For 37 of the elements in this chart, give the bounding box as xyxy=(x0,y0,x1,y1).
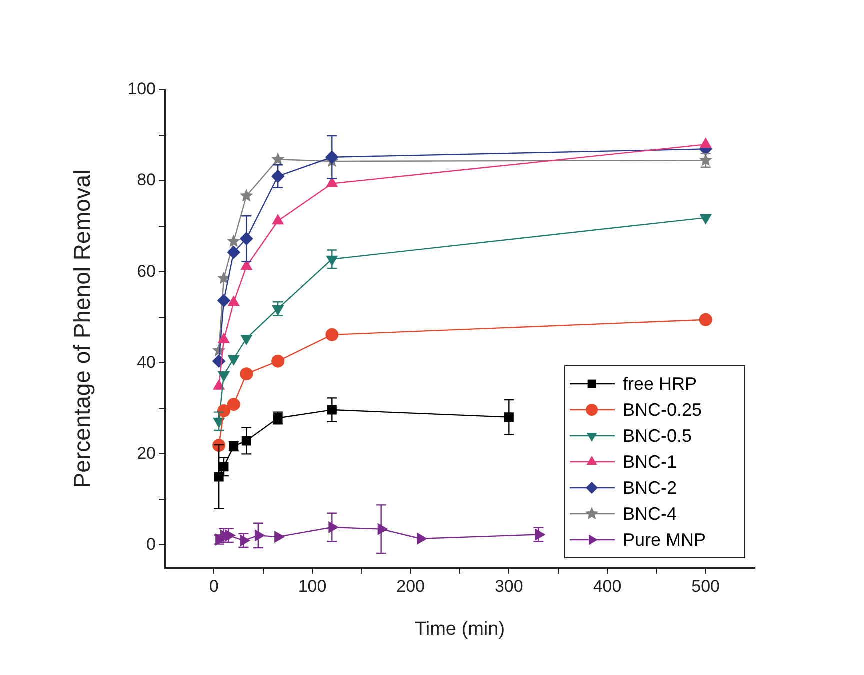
legend-label: BNC-4 xyxy=(623,504,678,524)
x-tick-label: 0 xyxy=(209,576,219,596)
point xyxy=(326,328,339,342)
y-tick-label: 20 xyxy=(137,444,156,463)
point xyxy=(213,380,225,390)
point xyxy=(272,214,284,225)
legend-label: BNC-0.25 xyxy=(623,400,702,420)
y-tick-label: 100 xyxy=(128,80,156,99)
x-tick-label: 300 xyxy=(494,576,524,596)
legend-label: BNC-0.5 xyxy=(623,426,692,446)
point xyxy=(240,260,252,270)
legend-label: free HRP xyxy=(623,374,698,394)
point xyxy=(240,368,254,381)
point xyxy=(700,138,712,148)
legend-label: BNC-1 xyxy=(623,452,678,472)
point xyxy=(218,333,230,344)
x-tick-label: 500 xyxy=(692,576,720,596)
point xyxy=(242,436,252,446)
x-tick-label: 200 xyxy=(396,576,426,596)
y-tick-label: 80 xyxy=(137,170,156,190)
point xyxy=(699,313,712,326)
legend-label: Pure MNP xyxy=(623,530,706,550)
point xyxy=(326,177,338,188)
y-tick-label: 0 xyxy=(146,534,156,554)
y-axis-title: Percentage of Phenol Removal xyxy=(69,170,96,488)
point xyxy=(272,354,285,368)
x-axis-title: Time (min) xyxy=(414,618,506,640)
point xyxy=(228,296,240,306)
x-tick-label: 100 xyxy=(298,576,327,596)
point xyxy=(218,294,230,308)
point xyxy=(227,246,240,260)
x-tick-label: 400 xyxy=(593,576,622,596)
y-tick-label: 60 xyxy=(137,262,156,281)
point xyxy=(218,371,230,382)
y-tick-label: 40 xyxy=(137,352,156,372)
legend-label: BNC-2 xyxy=(623,478,678,498)
point xyxy=(227,398,240,412)
